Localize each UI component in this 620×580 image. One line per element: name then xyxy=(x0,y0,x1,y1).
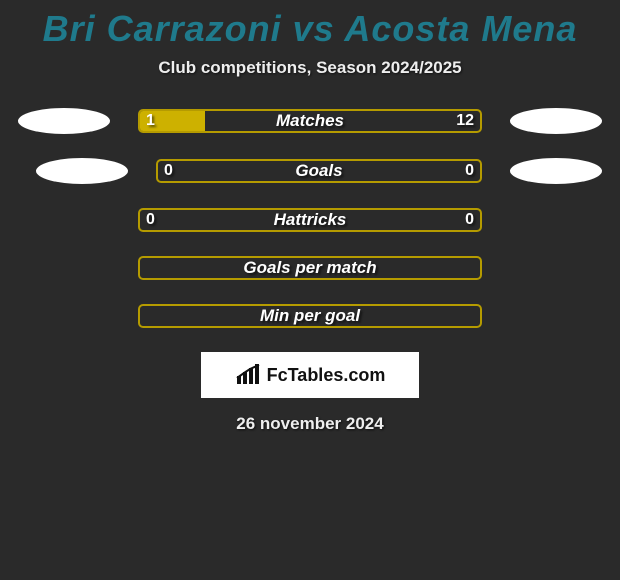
stat-row-gpm: Goals per match xyxy=(0,256,620,280)
stat-label-matches: Matches xyxy=(140,111,480,131)
crest-left-goals xyxy=(36,158,128,184)
bar-gpm: Goals per match xyxy=(138,256,482,280)
stat-row-mpg: Min per goal xyxy=(0,304,620,328)
stats-container: 1 Matches 12 0 Goals 0 0 Hattricks 0 Goa… xyxy=(0,108,620,434)
stat-row-matches: 1 Matches 12 xyxy=(0,108,620,134)
page-title: Bri Carrazoni vs Acosta Mena xyxy=(0,8,620,50)
crest-left-matches xyxy=(18,108,110,134)
stat-label-mpg: Min per goal xyxy=(140,306,480,326)
bar-mpg: Min per goal xyxy=(138,304,482,328)
date-text: 26 november 2024 xyxy=(0,414,620,434)
bar-matches: 1 Matches 12 xyxy=(138,109,482,133)
stat-row-hattricks: 0 Hattricks 0 xyxy=(0,208,620,232)
crest-right-matches xyxy=(510,108,602,134)
stat-right-goals: 0 xyxy=(459,161,480,181)
stat-label-gpm: Goals per match xyxy=(140,258,480,278)
stat-row-goals: 0 Goals 0 xyxy=(0,158,620,184)
brand-text: FcTables.com xyxy=(267,365,386,386)
crest-right-goals xyxy=(510,158,602,184)
stat-right-hattricks: 0 xyxy=(459,210,480,230)
page-subtitle: Club competitions, Season 2024/2025 xyxy=(0,58,620,78)
brand-box: FcTables.com xyxy=(201,352,419,398)
chart-icon xyxy=(235,364,261,386)
stat-label-goals: Goals xyxy=(158,161,480,181)
bar-goals: 0 Goals 0 xyxy=(156,159,482,183)
stat-label-hattricks: Hattricks xyxy=(140,210,480,230)
stat-right-matches: 12 xyxy=(450,111,480,131)
bar-hattricks: 0 Hattricks 0 xyxy=(138,208,482,232)
